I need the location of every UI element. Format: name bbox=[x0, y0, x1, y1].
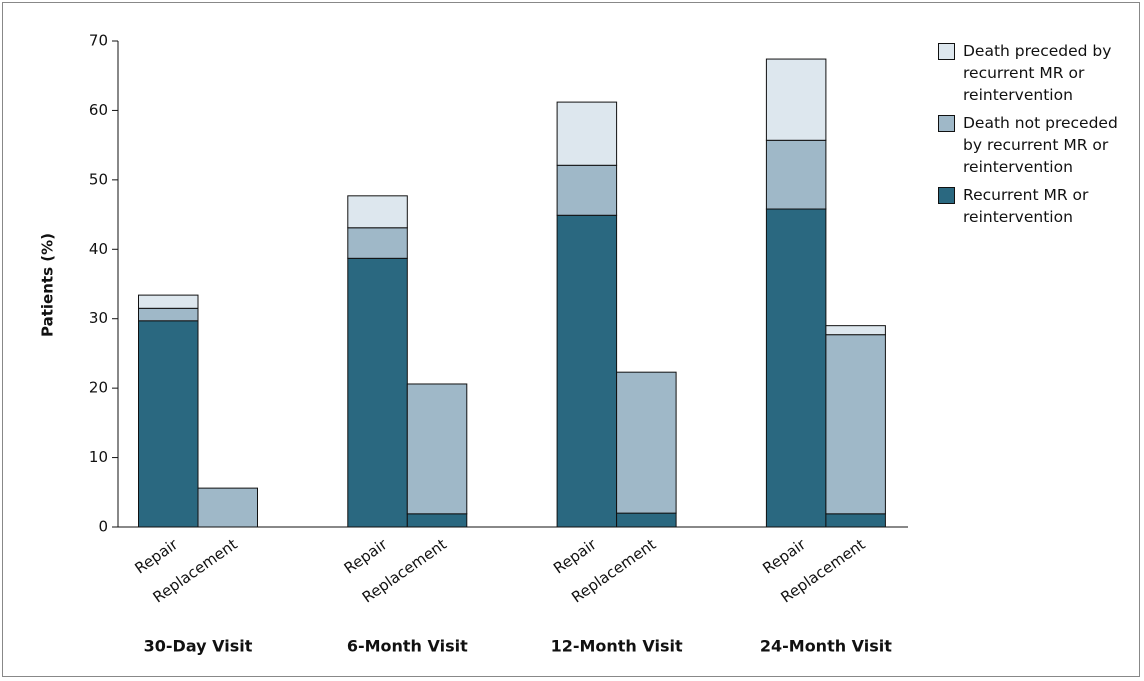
bar-segment bbox=[556, 101, 618, 166]
bar-segment bbox=[197, 487, 258, 528]
y-tick-label: 10 bbox=[89, 448, 108, 466]
legend-label: Death preceded by recurrent MR or reinte… bbox=[963, 42, 1112, 104]
legend-item: Death not preceded by recurrent MR or re… bbox=[938, 112, 1138, 178]
legend-swatch bbox=[938, 115, 955, 132]
y-tick-label: 50 bbox=[89, 170, 108, 188]
x-tick-label: Repair bbox=[550, 535, 600, 578]
bar-segment bbox=[138, 307, 199, 322]
y-tick-label: 70 bbox=[89, 32, 108, 50]
bar-segment bbox=[765, 208, 827, 528]
bar-segment bbox=[406, 513, 468, 528]
x-tick-label: Repair bbox=[341, 535, 391, 578]
bar-segment bbox=[765, 139, 827, 210]
group-label: 12-Month Visit bbox=[551, 637, 683, 656]
bar-segment bbox=[825, 334, 886, 515]
y-tick-label: 20 bbox=[89, 379, 108, 397]
group-label: 24-Month Visit bbox=[760, 637, 892, 656]
bar-segment bbox=[616, 371, 677, 514]
legend-label: Recurrent MR or reintervention bbox=[963, 186, 1089, 226]
y-tick-label: 40 bbox=[89, 240, 108, 258]
bar-segment bbox=[765, 58, 827, 141]
y-axis-label: Patients (%) bbox=[39, 233, 57, 337]
group-label: 30-Day Visit bbox=[144, 637, 253, 656]
bar-segment bbox=[556, 164, 618, 216]
bar-segment bbox=[825, 325, 886, 336]
legend-swatch bbox=[938, 43, 955, 60]
bar-segment bbox=[138, 294, 199, 309]
bar-segment bbox=[347, 195, 408, 229]
bar-segment bbox=[138, 320, 199, 528]
y-tick-label: 0 bbox=[98, 518, 108, 536]
group-label: 6-Month Visit bbox=[347, 637, 468, 656]
x-tick-label: Repair bbox=[131, 535, 181, 578]
bar-segment bbox=[556, 214, 618, 528]
legend-label: Death not preceded by recurrent MR or re… bbox=[963, 114, 1118, 176]
legend: Death preceded by recurrent MR or reinte… bbox=[938, 40, 1138, 234]
y-tick-label: 60 bbox=[89, 101, 108, 119]
bar-segment bbox=[347, 227, 408, 259]
bar-segment bbox=[347, 257, 408, 528]
legend-item: Recurrent MR or reintervention bbox=[938, 184, 1138, 228]
bar-segment bbox=[616, 512, 677, 528]
legend-item: Death preceded by recurrent MR or reinte… bbox=[938, 40, 1138, 106]
y-tick-label: 30 bbox=[89, 309, 108, 327]
bar-segment bbox=[825, 513, 886, 528]
bar-segment bbox=[406, 383, 468, 515]
x-tick-label: Repair bbox=[759, 535, 809, 578]
legend-swatch bbox=[938, 187, 955, 204]
